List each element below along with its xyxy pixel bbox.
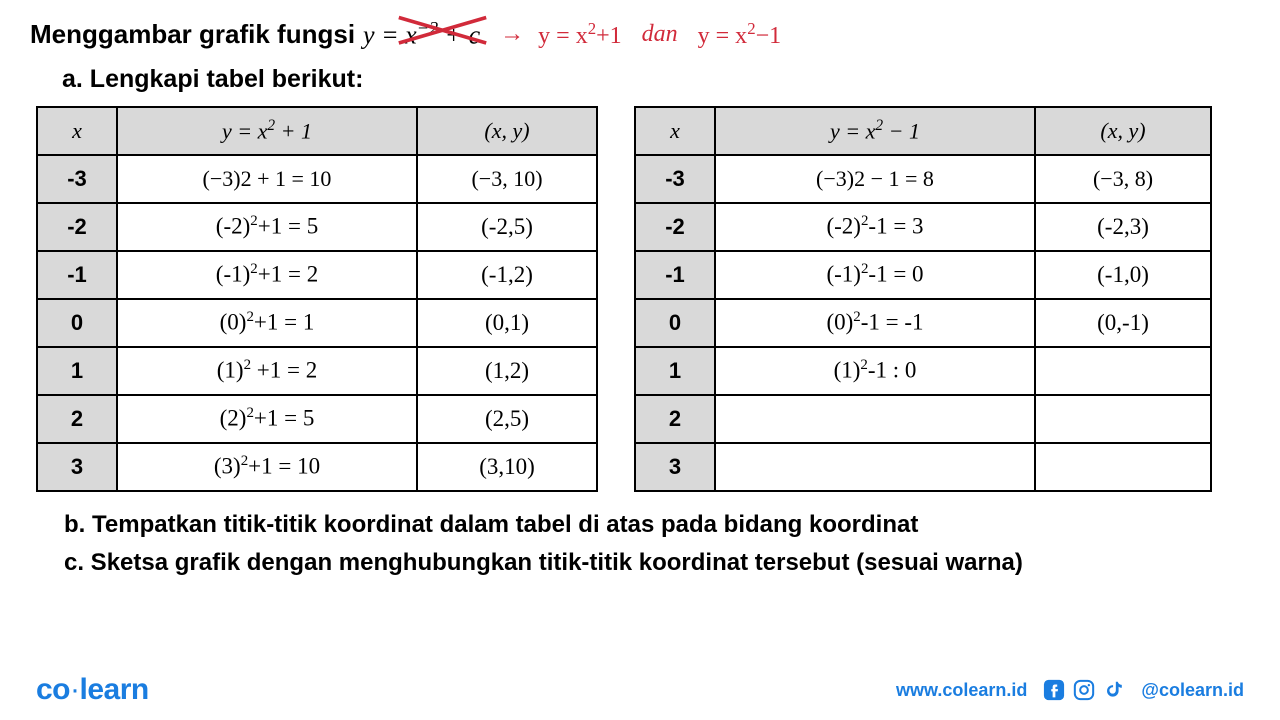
cell-xy bbox=[1035, 395, 1211, 443]
table-row: 3(3)2+1 = 10(3,10) bbox=[37, 443, 597, 491]
table-row: -1(-1)2+1 = 2(-1,2) bbox=[37, 251, 597, 299]
cell-x: -2 bbox=[635, 203, 715, 251]
tables-container: x y = x2 + 1 (x, y) -3(−3)2 + 1 = 10(−3,… bbox=[30, 106, 1250, 492]
cell-y: (-2)2-1 = 3 bbox=[715, 203, 1035, 251]
table-row: 1(1)2 +1 = 2(1,2) bbox=[37, 347, 597, 395]
cell-x: -3 bbox=[635, 155, 715, 203]
cell-xy: (0,-1) bbox=[1035, 299, 1211, 347]
cell-x: 1 bbox=[37, 347, 117, 395]
sub-a: a. Lengkapi tabel berikut: bbox=[62, 65, 1250, 94]
cell-xy: (-2,5) bbox=[417, 203, 597, 251]
cell-x: 2 bbox=[635, 395, 715, 443]
struck-expression: x−2 + c bbox=[405, 18, 480, 51]
brand-dot: · bbox=[70, 673, 80, 706]
cell-x: 0 bbox=[635, 299, 715, 347]
col-header-xy: (x, y) bbox=[1035, 107, 1211, 155]
table-header-row: x y = x2 + 1 (x, y) bbox=[37, 107, 597, 155]
table-row: -3(−3)2 + 1 = 10(−3, 10) bbox=[37, 155, 597, 203]
cell-x: 2 bbox=[37, 395, 117, 443]
sub-b: b. Tempatkan titik-titik koordinat dalam… bbox=[64, 506, 1250, 544]
cell-xy: (0,1) bbox=[417, 299, 597, 347]
table-plus1: x y = x2 + 1 (x, y) -3(−3)2 + 1 = 10(−3,… bbox=[36, 106, 598, 492]
title-line: Menggambar grafik fungsi y = x−2 + c → y… bbox=[30, 18, 1250, 51]
cell-xy: (1,2) bbox=[417, 347, 597, 395]
cell-y: (3)2+1 = 10 bbox=[117, 443, 417, 491]
table-plus1-body: -3(−3)2 + 1 = 10(−3, 10)-2(-2)2+1 = 5(-2… bbox=[37, 155, 597, 491]
instagram-icon bbox=[1073, 679, 1095, 701]
title-prefix: Menggambar grafik fungsi bbox=[30, 19, 355, 50]
table-row: -3(−3)2 − 1 = 8(−3, 8) bbox=[635, 155, 1211, 203]
cell-y bbox=[715, 395, 1035, 443]
cell-y: (1)2-1 : 0 bbox=[715, 347, 1035, 395]
cell-y: (2)2+1 = 5 bbox=[117, 395, 417, 443]
cell-x: 0 bbox=[37, 299, 117, 347]
hand-dan: dan bbox=[630, 21, 690, 48]
table-row: 1(1)2-1 : 0 bbox=[635, 347, 1211, 395]
cell-y: (−3)2 − 1 = 8 bbox=[715, 155, 1035, 203]
brand-logo: co·learn bbox=[36, 673, 149, 707]
table-header-row: x y = x2 − 1 (x, y) bbox=[635, 107, 1211, 155]
cell-y: (0)2-1 = -1 bbox=[715, 299, 1035, 347]
cell-x: 3 bbox=[635, 443, 715, 491]
cell-xy: (-1,2) bbox=[417, 251, 597, 299]
col-header-y: y = x2 − 1 bbox=[715, 107, 1035, 155]
cell-y: (0)2+1 = 1 bbox=[117, 299, 417, 347]
cell-y: (-2)2+1 = 5 bbox=[117, 203, 417, 251]
cell-xy: (−3, 10) bbox=[417, 155, 597, 203]
footer-right: www.colearn.id @colearn.id bbox=[896, 679, 1244, 701]
cell-xy: (3,10) bbox=[417, 443, 597, 491]
hand-arrow: → bbox=[494, 21, 530, 48]
cell-y bbox=[715, 443, 1035, 491]
table-minus1: x y = x2 − 1 (x, y) -3(−3)2 − 1 = 8(−3, … bbox=[634, 106, 1212, 492]
post-instructions: b. Tempatkan titik-titik koordinat dalam… bbox=[64, 506, 1250, 583]
col-header-y: y = x2 + 1 bbox=[117, 107, 417, 155]
table-row: 2(2)2+1 = 5(2,5) bbox=[37, 395, 597, 443]
footer-handle: @colearn.id bbox=[1141, 680, 1244, 701]
facebook-icon bbox=[1043, 679, 1065, 701]
cell-xy: (−3, 8) bbox=[1035, 155, 1211, 203]
brand-learn: learn bbox=[80, 673, 149, 706]
title-function: y = x−2 + c bbox=[363, 18, 486, 51]
table-row: -2(-2)2-1 = 3(-2,3) bbox=[635, 203, 1211, 251]
cell-x: -2 bbox=[37, 203, 117, 251]
table-row: -1(-1)2-1 = 0(-1,0) bbox=[635, 251, 1211, 299]
col-header-xy: (x, y) bbox=[417, 107, 597, 155]
cell-x: -3 bbox=[37, 155, 117, 203]
col-header-x: x bbox=[37, 107, 117, 155]
social-icons bbox=[1043, 679, 1125, 701]
hand-eq2: y = x2−1 bbox=[698, 19, 781, 50]
table-minus1-body: -3(−3)2 − 1 = 8(−3, 8)-2(-2)2-1 = 3(-2,3… bbox=[635, 155, 1211, 491]
cell-x: -1 bbox=[635, 251, 715, 299]
cell-y: (-1)2-1 = 0 bbox=[715, 251, 1035, 299]
cell-x: 3 bbox=[37, 443, 117, 491]
cell-x: 1 bbox=[635, 347, 715, 395]
worksheet-page: Menggambar grafik fungsi y = x−2 + c → y… bbox=[0, 0, 1280, 660]
cell-xy bbox=[1035, 347, 1211, 395]
footer-site: www.colearn.id bbox=[896, 680, 1027, 701]
table-row: 0(0)2-1 = -1(0,-1) bbox=[635, 299, 1211, 347]
cell-y: (1)2 +1 = 2 bbox=[117, 347, 417, 395]
cell-xy: (-1,0) bbox=[1035, 251, 1211, 299]
footer: co·learn www.colearn.id @colearn.id bbox=[0, 660, 1280, 720]
tiktok-icon bbox=[1103, 679, 1125, 701]
brand-co: co bbox=[36, 673, 70, 706]
col-header-x: x bbox=[635, 107, 715, 155]
table-row: 2 bbox=[635, 395, 1211, 443]
cell-x: -1 bbox=[37, 251, 117, 299]
cell-xy bbox=[1035, 443, 1211, 491]
hand-eq1: y = x2+1 bbox=[538, 19, 621, 50]
table-row: 0(0)2+1 = 1(0,1) bbox=[37, 299, 597, 347]
sub-c: c. Sketsa grafik dengan menghubungkan ti… bbox=[64, 544, 1250, 582]
table-row: 3 bbox=[635, 443, 1211, 491]
cell-xy: (2,5) bbox=[417, 395, 597, 443]
cell-y: (-1)2+1 = 2 bbox=[117, 251, 417, 299]
cell-xy: (-2,3) bbox=[1035, 203, 1211, 251]
table-row: -2(-2)2+1 = 5(-2,5) bbox=[37, 203, 597, 251]
cell-y: (−3)2 + 1 = 10 bbox=[117, 155, 417, 203]
